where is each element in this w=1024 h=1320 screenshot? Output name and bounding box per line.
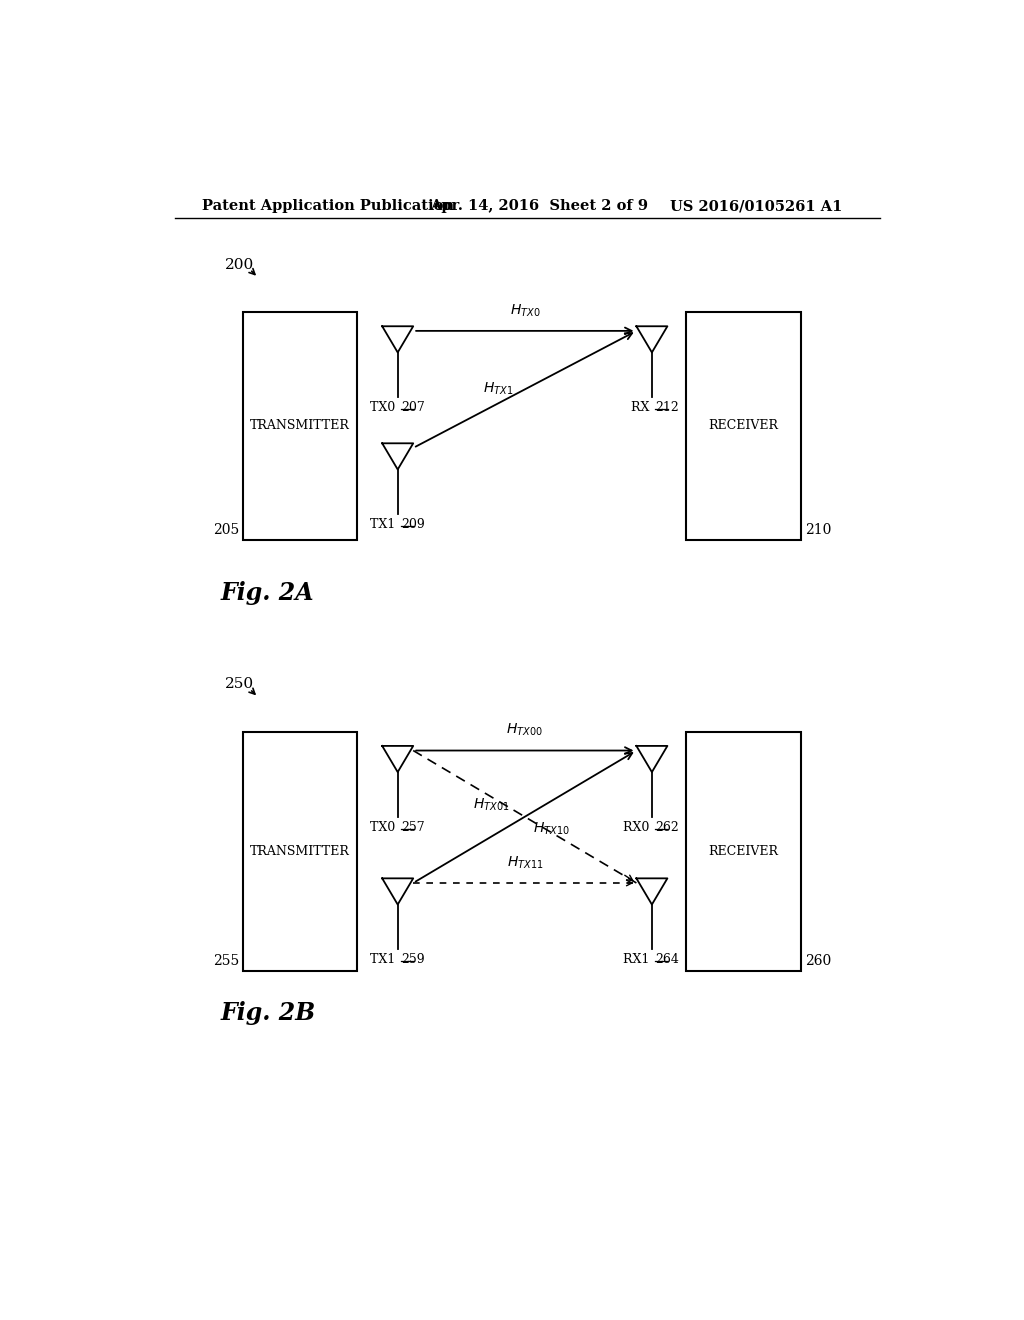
Text: $H_{TX11}$: $H_{TX11}$ (507, 854, 543, 871)
Text: RX1: RX1 (623, 953, 653, 966)
Text: 264: 264 (655, 953, 679, 966)
Text: Fig. 2A: Fig. 2A (221, 581, 314, 606)
Bar (686, 733, 801, 970)
Text: $H_{TX1}$: $H_{TX1}$ (483, 380, 513, 397)
Text: Apr. 14, 2016  Sheet 2 of 9: Apr. 14, 2016 Sheet 2 of 9 (430, 199, 648, 213)
Text: RX0: RX0 (623, 821, 653, 834)
Text: 255: 255 (213, 954, 239, 969)
Text: US 2016/0105261 A1: US 2016/0105261 A1 (671, 199, 843, 213)
Text: TX0: TX0 (370, 821, 399, 834)
Text: RX: RX (631, 401, 653, 414)
Text: 209: 209 (400, 517, 425, 531)
Text: $H_{TX0}$: $H_{TX0}$ (510, 302, 540, 318)
Text: TX1: TX1 (370, 953, 399, 966)
Text: 207: 207 (400, 401, 425, 414)
Text: TX0: TX0 (370, 401, 399, 414)
Text: TRANSMITTER: TRANSMITTER (250, 845, 350, 858)
Text: $H_{TX00}$: $H_{TX00}$ (507, 722, 543, 738)
Text: RECEIVER: RECEIVER (709, 845, 778, 858)
Text: Patent Application Publication: Patent Application Publication (202, 199, 454, 213)
Text: 210: 210 (805, 523, 830, 537)
Text: 262: 262 (655, 821, 679, 834)
Text: TX1: TX1 (370, 517, 399, 531)
Text: 212: 212 (655, 401, 679, 414)
Bar (243, 313, 357, 540)
Text: TRANSMITTER: TRANSMITTER (250, 420, 350, 433)
Text: Fig. 2B: Fig. 2B (221, 1001, 316, 1026)
Text: 257: 257 (400, 821, 424, 834)
Text: $H_{TX10}$: $H_{TX10}$ (532, 821, 569, 837)
Text: 205: 205 (213, 523, 239, 537)
Text: 250: 250 (225, 677, 254, 692)
Text: 260: 260 (805, 954, 830, 969)
Text: RECEIVER: RECEIVER (709, 420, 778, 433)
Text: $H_{TX01}$: $H_{TX01}$ (473, 796, 509, 813)
Text: 259: 259 (400, 953, 424, 966)
Bar (243, 733, 357, 970)
Text: 200: 200 (225, 257, 254, 272)
Bar (686, 313, 801, 540)
